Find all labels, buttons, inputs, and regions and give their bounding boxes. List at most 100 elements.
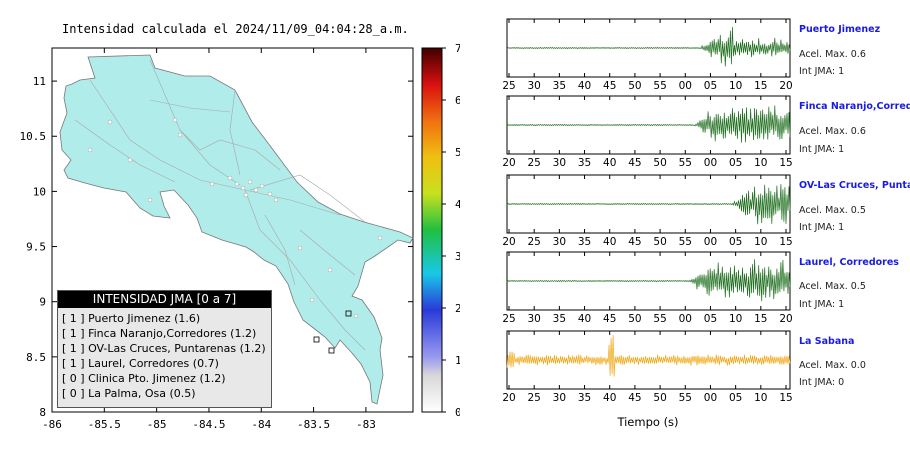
station-int: Int JMA: 1 (799, 144, 845, 155)
time-tick-label: 55 (679, 392, 692, 404)
station-name: OV-Las Cruces, Puntarenas (799, 180, 910, 191)
legend-item: [ 1 ] Finca Naranjo,Corredores (1.2) (62, 327, 257, 340)
time-tick-label: 10 (729, 80, 742, 92)
station-name: Puerto Jimenez (799, 24, 881, 35)
time-tick-label: 30 (553, 392, 566, 404)
time-tick-label: 40 (578, 313, 591, 325)
station-int: Int JMA: 1 (799, 299, 845, 310)
time-tick-label: 00 (679, 80, 692, 92)
colorbar-tick-label: 0 (455, 406, 460, 419)
time-axis-label: Tiempo (s) (616, 415, 678, 429)
map-y-axis: 11 10.5 10 9.5 9 8.5 8 (20, 75, 413, 419)
time-tick-label: 35 (553, 313, 566, 325)
station-int: Int JMA: 1 (799, 66, 845, 77)
time-tick-label: 50 (653, 236, 666, 248)
time-tick-label: 25 (527, 157, 540, 169)
time-tick-label: 50 (653, 392, 666, 404)
x-tick-label: -83 (356, 418, 376, 431)
time-tick-label: 05 (729, 157, 742, 169)
time-tick-label: 35 (578, 236, 591, 248)
time-tick-label: 20 (779, 313, 792, 325)
time-tick-label: 30 (553, 157, 566, 169)
map-x-axis: -86 -85.5 -85 -84.5 -84 -83.5 -83 (42, 48, 376, 431)
time-tick-label: 35 (578, 157, 591, 169)
legend-item: [ 1 ] Laurel, Corredores (0.7) (62, 357, 219, 370)
time-tick-label: 40 (603, 236, 616, 248)
time-tick-label: 55 (679, 236, 692, 248)
station-accel: Acel. Max. 0.0 (799, 360, 866, 371)
x-tick-label: -85.5 (88, 418, 121, 431)
waveform-trace (506, 259, 791, 302)
time-tick-label: 10 (754, 236, 767, 248)
y-tick-label: 8 (39, 406, 46, 419)
waveform-panel: 25 30 35 40 45 50 55 00 05 10 15 20 (502, 18, 793, 92)
y-tick-label: 9.5 (26, 241, 46, 254)
time-tick-label: 25 (502, 313, 515, 325)
time-tick-label: 55 (653, 80, 666, 92)
time-tick-label: 45 (603, 80, 616, 92)
time-tick-label: 05 (704, 313, 717, 325)
time-tick-label: 00 (679, 313, 692, 325)
colorbar-tick-label: 2 (455, 302, 460, 315)
map-title: Intensidad calculada el 2024/11/09_04:04… (62, 22, 409, 36)
time-tick-label: 50 (628, 313, 641, 325)
colorbar-tick-label: 7 (455, 42, 460, 55)
time-tick-label: 20 (779, 80, 792, 92)
time-tick-label: 30 (553, 236, 566, 248)
colorbar-tick-label: 3 (455, 250, 460, 263)
time-tick-label: 35 (553, 80, 566, 92)
station-accel: Acel. Max. 0.5 (799, 205, 866, 216)
legend-title: INTENSIDAD JMA [0 a 7] (58, 291, 271, 308)
time-tick-label: 30 (527, 313, 540, 325)
waveform-panel: 20 25 30 35 40 45 50 55 00 05 10 15 (502, 174, 793, 248)
y-tick-label: 10 (33, 185, 46, 198)
time-tick-label: 25 (527, 392, 540, 404)
x-tick-label: -84 (251, 418, 271, 431)
time-tick-label: 45 (603, 313, 616, 325)
station-name: La Sabana (799, 336, 855, 347)
station-accel: Acel. Max. 0.6 (799, 49, 866, 60)
time-tick-label: 35 (578, 392, 591, 404)
time-tick-label: 10 (729, 313, 742, 325)
colorbar-tick-label: 5 (455, 146, 460, 159)
time-tick-label: 20 (502, 392, 515, 404)
time-tick-label: 50 (628, 80, 641, 92)
roads (74, 59, 366, 351)
waveform-trace (506, 26, 791, 67)
costa-rica-land (59, 54, 414, 405)
legend-item: [ 0 ] La Palma, Osa (0.5) (62, 387, 196, 400)
time-tick-label: 15 (779, 157, 792, 169)
station-int: Int JMA: 1 (799, 222, 845, 233)
waveform-panel: 20 25 30 35 40 45 50 55 00 05 10 15 (502, 330, 793, 404)
waveform-trace (506, 334, 791, 377)
legend-item: [ 0 ] Clinica Pto. Jimenez (1.2) (62, 372, 226, 385)
waveform-panels: 25 30 35 40 45 50 55 00 05 10 15 20 20 25 30 35 40 45 50 55… (502, 18, 793, 429)
x-tick-label: -86 (42, 418, 62, 431)
waveform-trace (506, 105, 791, 143)
y-tick-label: 11 (33, 75, 46, 88)
time-tick-label: 45 (628, 392, 641, 404)
colorbar-tick-label: 1 (455, 354, 460, 367)
time-tick-label: 20 (502, 236, 515, 248)
x-tick-label: -84.5 (192, 418, 225, 431)
time-tick-label: 10 (754, 157, 767, 169)
y-tick-label: 10.5 (20, 130, 47, 143)
time-tick-label: 40 (603, 392, 616, 404)
time-tick-label: 20 (502, 157, 515, 169)
time-tick-label: 40 (578, 80, 591, 92)
time-tick-label: 15 (779, 236, 792, 248)
waveform-panel: 20 25 30 35 40 45 50 55 00 05 10 15 (502, 95, 793, 169)
station-marker-la-palma (313, 336, 320, 343)
time-tick-label: 25 (527, 236, 540, 248)
time-tick-label: 05 (704, 80, 717, 92)
time-tick-label: 40 (603, 157, 616, 169)
colorbar-ticks: 0 1 2 3 4 5 6 7 (442, 42, 460, 419)
time-tick-label: 05 (729, 236, 742, 248)
colorbar-tick-label: 4 (455, 198, 460, 211)
station-accel: Acel. Max. 0.5 (799, 281, 866, 292)
time-tick-label: 10 (754, 392, 767, 404)
station-marker-osa (328, 347, 335, 354)
station-name: Laurel, Corredores (799, 257, 899, 268)
y-tick-label: 8.5 (26, 351, 46, 364)
time-tick-label: 00 (704, 392, 717, 404)
